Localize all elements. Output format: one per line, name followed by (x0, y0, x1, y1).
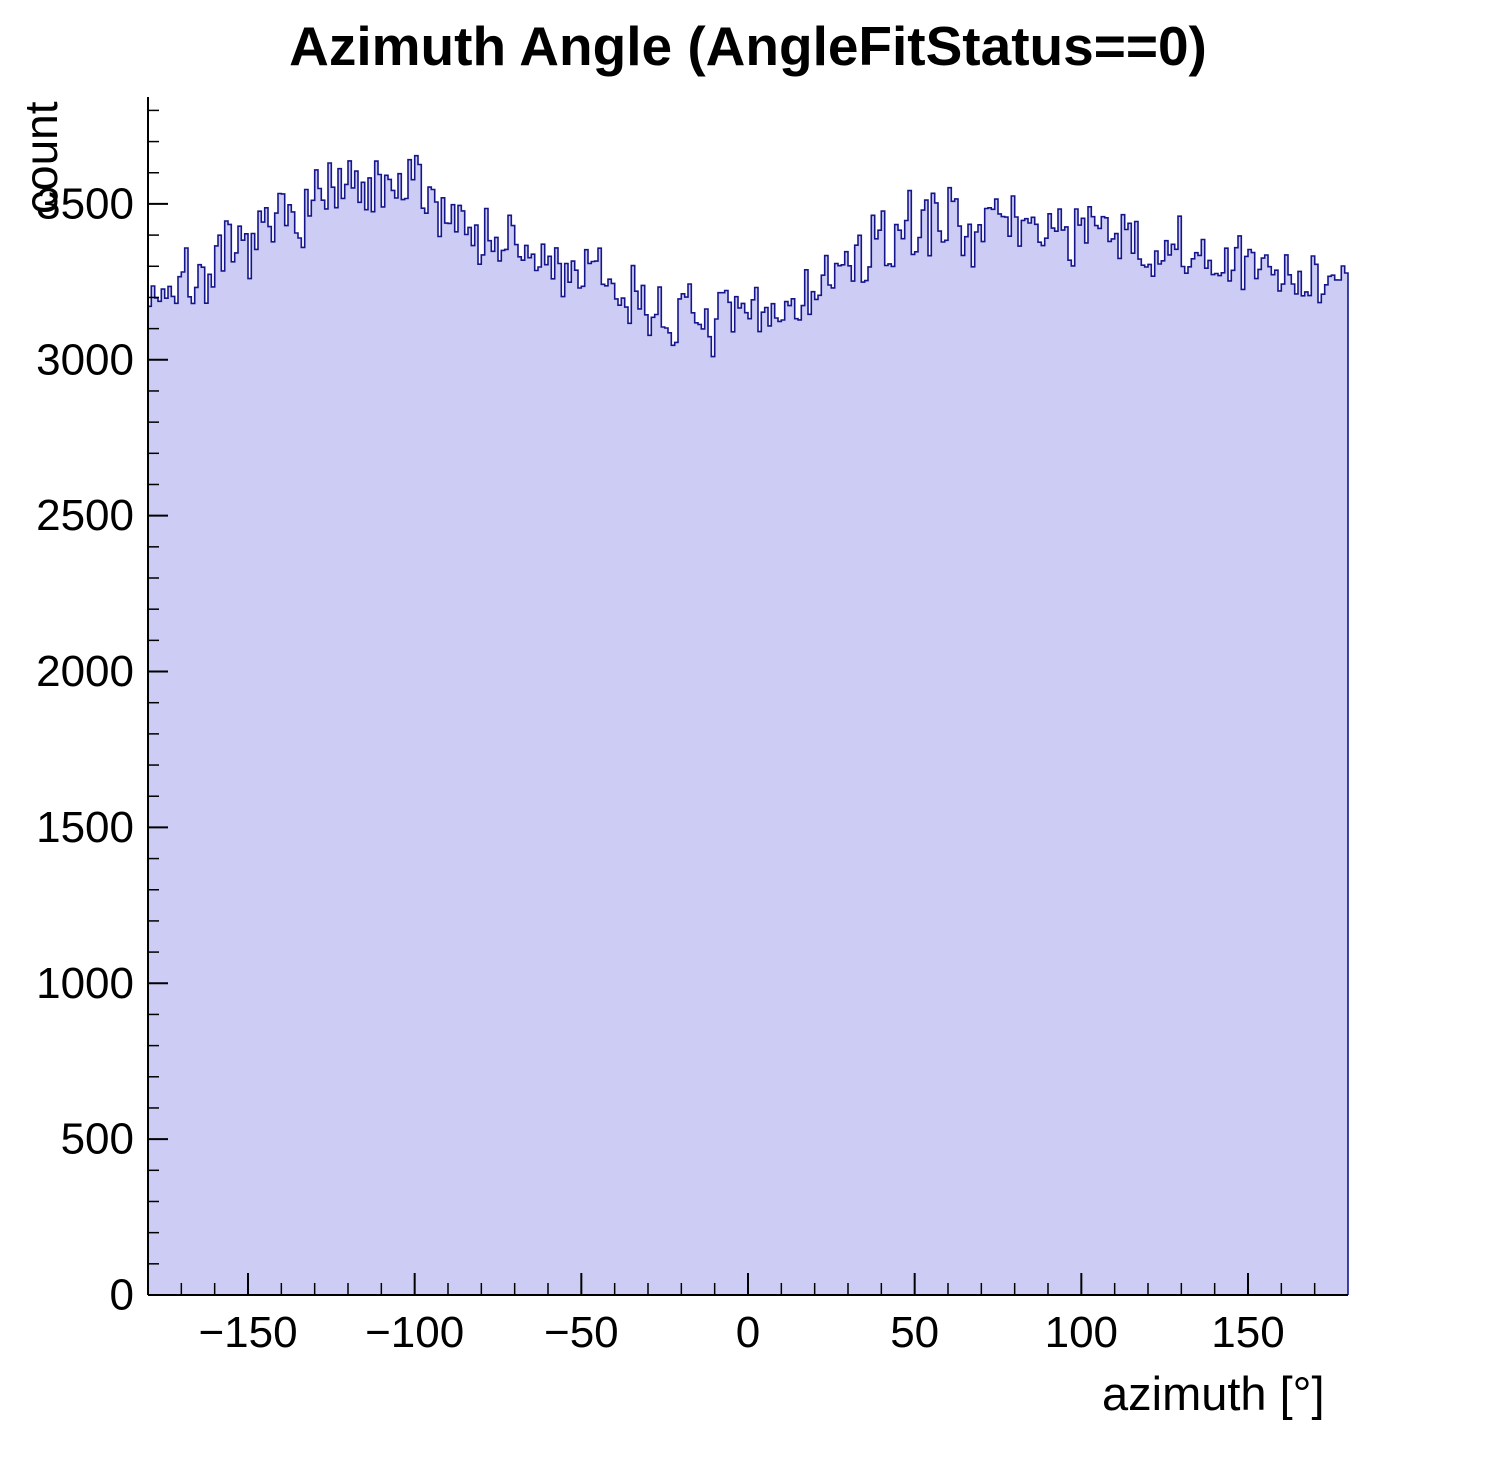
histogram-outline (147, 154, 1349, 1295)
x-tick-label: −150 (198, 1308, 297, 1357)
histogram-fill (148, 155, 1348, 1296)
y-tick-label: 3000 (36, 335, 134, 384)
y-tick-label: 2500 (36, 491, 134, 540)
y-tick-label: 2000 (36, 647, 134, 696)
y-tick-label: 500 (61, 1115, 134, 1164)
y-tick-label: 3500 (36, 179, 134, 228)
chart-title: Azimuth Angle (AngleFitStatus==0) (289, 15, 1207, 77)
y-axis-label: count (15, 101, 67, 214)
x-tick-label: −50 (544, 1308, 619, 1357)
y-tick-label: 0 (110, 1271, 134, 1320)
x-tick-label: 150 (1211, 1308, 1284, 1357)
x-tick-label: −100 (365, 1308, 464, 1357)
x-tick-label: 0 (736, 1308, 760, 1357)
x-tick-label: 100 (1045, 1308, 1118, 1357)
x-tick-label: 50 (890, 1308, 939, 1357)
y-tick-label: 1000 (36, 959, 134, 1008)
y-tick-label: 1500 (36, 803, 134, 852)
x-axis-label: azimuth [°] (1102, 1367, 1325, 1420)
